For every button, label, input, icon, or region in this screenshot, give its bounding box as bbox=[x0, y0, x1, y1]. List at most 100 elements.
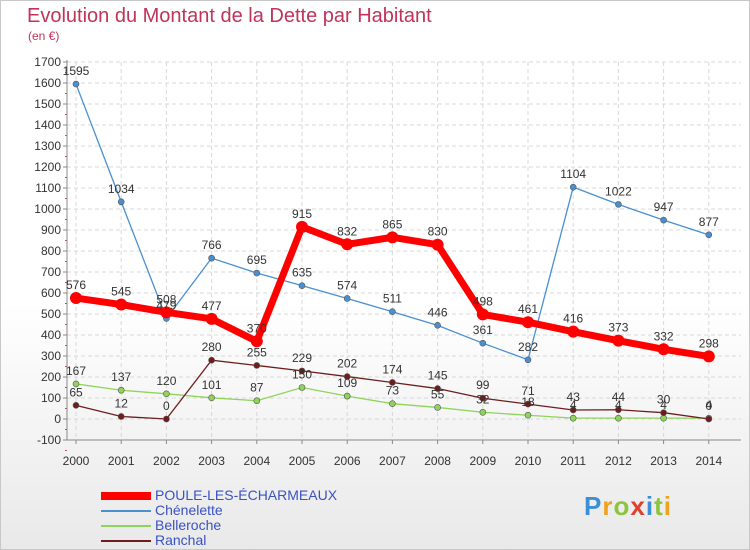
data-point bbox=[70, 292, 82, 305]
data-label: 55 bbox=[431, 387, 445, 401]
y-tick-label: 1600 bbox=[34, 76, 61, 90]
legend-label: POULE-LES-ÉCHARMEAUX bbox=[155, 487, 338, 503]
data-point bbox=[615, 414, 622, 422]
data-point bbox=[660, 409, 667, 417]
legend-label: Belleroche bbox=[155, 517, 222, 533]
data-label: 511 bbox=[383, 292, 402, 306]
data-point bbox=[117, 386, 125, 394]
data-label: 461 bbox=[518, 302, 538, 316]
logo-letter: r bbox=[602, 491, 614, 521]
data-point bbox=[253, 362, 261, 369]
data-point bbox=[476, 308, 489, 321]
data-point bbox=[479, 394, 487, 402]
data-point bbox=[163, 390, 170, 398]
legend-swatch bbox=[101, 525, 151, 527]
y-tick-label: 500 bbox=[41, 307, 61, 321]
data-label: 446 bbox=[428, 305, 448, 319]
data-point bbox=[569, 183, 577, 191]
y-tick-label: 1500 bbox=[34, 97, 61, 111]
data-label: 574 bbox=[337, 278, 357, 292]
x-tick-label: 2008 bbox=[424, 454, 451, 468]
data-label: 0 bbox=[163, 399, 170, 413]
data-point bbox=[72, 402, 80, 409]
data-point bbox=[434, 385, 441, 392]
data-point bbox=[208, 254, 215, 262]
data-label: 167 bbox=[66, 364, 86, 378]
data-point bbox=[434, 322, 441, 329]
data-point bbox=[567, 325, 580, 338]
data-point bbox=[341, 238, 354, 251]
data-label: 545 bbox=[111, 285, 131, 299]
data-label: 576 bbox=[66, 278, 86, 292]
data-label: 120 bbox=[156, 374, 176, 388]
data-label: 370 bbox=[247, 321, 267, 335]
legend-label: Chénelette bbox=[155, 502, 223, 518]
data-label: 416 bbox=[563, 312, 583, 326]
data-point bbox=[657, 343, 670, 356]
y-tick-label: 900 bbox=[41, 223, 61, 237]
data-label: 44 bbox=[612, 390, 626, 404]
data-label: 101 bbox=[202, 378, 222, 392]
data-label: 280 bbox=[202, 340, 222, 354]
y-tick-label: 300 bbox=[41, 349, 61, 363]
data-point bbox=[296, 220, 308, 233]
x-tick-label: 2007 bbox=[379, 454, 406, 468]
x-tick-label: 2006 bbox=[334, 454, 361, 468]
data-point bbox=[524, 400, 532, 408]
data-label: 145 bbox=[428, 369, 448, 383]
data-label: 361 bbox=[473, 323, 493, 337]
data-point bbox=[208, 394, 215, 402]
data-label: 282 bbox=[518, 340, 538, 354]
data-label: 332 bbox=[654, 329, 674, 343]
data-point bbox=[343, 373, 351, 380]
data-point bbox=[72, 80, 80, 88]
chart-title: Evolution du Montant de la Dette par Hab… bbox=[27, 5, 432, 27]
data-point bbox=[522, 316, 534, 329]
x-tick-label: 2000 bbox=[63, 454, 90, 468]
data-label: 4 bbox=[705, 398, 712, 412]
data-point bbox=[163, 415, 170, 423]
data-point bbox=[389, 308, 396, 315]
data-label: 635 bbox=[292, 266, 312, 280]
y-tick-label: 1300 bbox=[34, 139, 61, 153]
x-tick-label: 2013 bbox=[650, 454, 677, 468]
data-label: 30 bbox=[657, 393, 671, 407]
data-point bbox=[479, 339, 487, 347]
data-point bbox=[253, 269, 261, 277]
data-label: 32 bbox=[476, 392, 490, 406]
legend-label: Ranchal bbox=[155, 532, 207, 548]
data-label: 1595 bbox=[63, 64, 90, 78]
y-tick-label: 1200 bbox=[34, 160, 61, 174]
data-label: 373 bbox=[608, 321, 628, 335]
x-tick-label: 2003 bbox=[198, 454, 225, 468]
x-tick-label: 2004 bbox=[243, 454, 270, 468]
data-point bbox=[524, 411, 532, 419]
data-label: 4 bbox=[615, 398, 622, 412]
data-point bbox=[117, 198, 125, 206]
data-point bbox=[386, 231, 399, 244]
data-label: 865 bbox=[382, 217, 402, 231]
data-label: 65 bbox=[69, 385, 83, 399]
data-label: 508 bbox=[156, 292, 176, 306]
data-point bbox=[660, 414, 667, 422]
data-label: 479 bbox=[156, 298, 176, 312]
y-tick-label: 1400 bbox=[34, 118, 61, 132]
logo-letter: i bbox=[663, 491, 672, 521]
data-label: 12 bbox=[115, 396, 129, 410]
data-point bbox=[431, 238, 444, 251]
data-point bbox=[434, 404, 441, 411]
data-point bbox=[705, 415, 713, 423]
data-label: 174 bbox=[382, 362, 402, 376]
data-label: 498 bbox=[473, 294, 493, 308]
data-point bbox=[612, 334, 625, 347]
y-tick-label: 100 bbox=[41, 391, 61, 405]
legend-swatch bbox=[101, 510, 151, 512]
data-point bbox=[250, 335, 263, 348]
data-point bbox=[298, 384, 306, 391]
legend-swatch bbox=[101, 540, 151, 542]
data-point bbox=[389, 379, 396, 386]
data-label: 0 bbox=[705, 399, 712, 413]
data-label: 947 bbox=[654, 200, 674, 214]
x-tick-label: 2010 bbox=[515, 454, 542, 468]
data-label: 1022 bbox=[605, 184, 632, 198]
